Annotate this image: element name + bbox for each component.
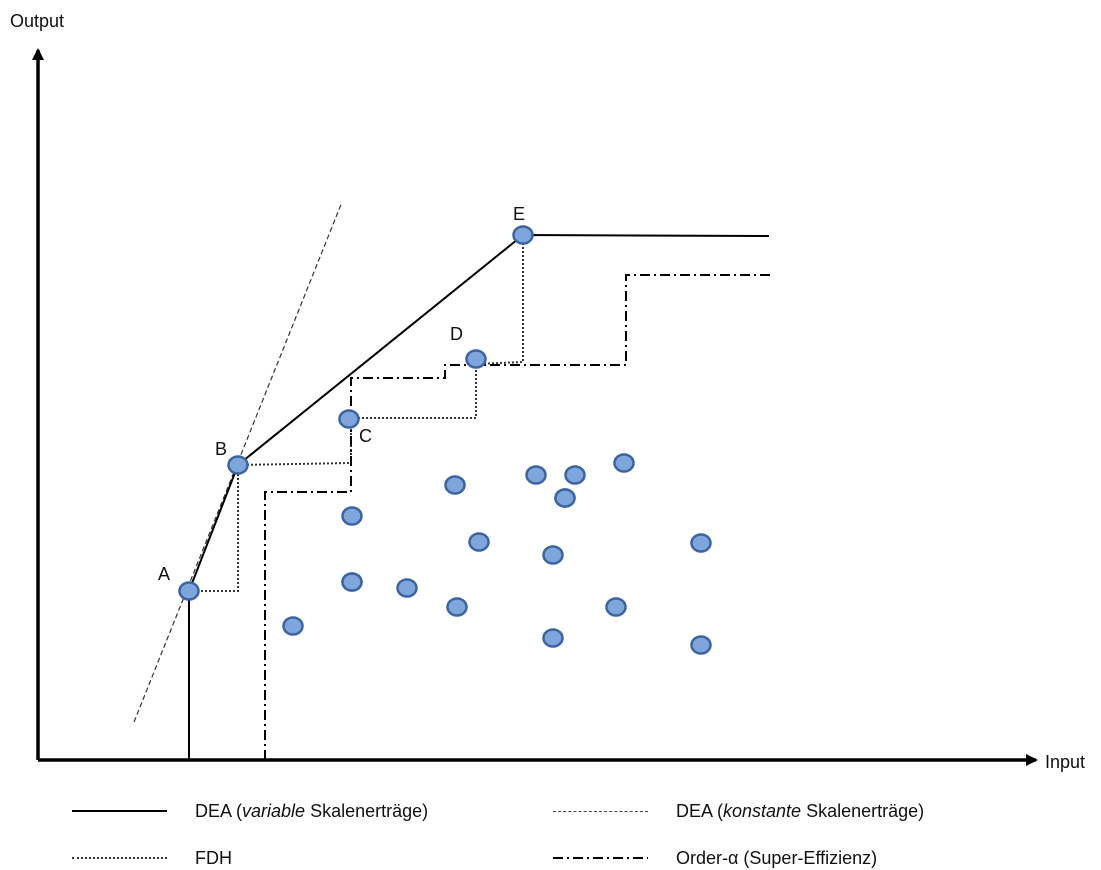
- legend-label-dea-crs: DEA (konstante Skalenerträge): [676, 800, 925, 821]
- legend-swatch-dashed: [553, 810, 648, 812]
- data-point: [444, 475, 466, 495]
- data-point: [341, 572, 363, 592]
- point-label-a: A: [158, 564, 170, 584]
- data-point: [613, 453, 635, 473]
- data-point: [690, 635, 712, 655]
- data-point: [554, 488, 576, 508]
- data-point-e: [512, 225, 534, 245]
- data-point-d: [465, 349, 487, 369]
- data-point: [542, 628, 564, 648]
- legend-item-dea-crs: DEA (konstante Skalenerträge): [553, 799, 924, 823]
- point-label-c: C: [359, 426, 372, 446]
- legend-item-dea-vrs: DEA (variable Skalenerträge): [72, 799, 428, 823]
- legend-label-dea-vrs: DEA (variable Skalenerträge): [195, 800, 429, 821]
- point-label-e: E: [513, 204, 525, 224]
- order-alpha-line: [264, 274, 773, 760]
- data-point: [564, 465, 586, 485]
- point-label-d: D: [450, 324, 463, 344]
- data-point-c: [338, 409, 360, 429]
- legend-label-order-alpha: Order-α (Super-Effizienz): [676, 847, 878, 868]
- data-point: [542, 545, 564, 565]
- data-point-a: [178, 581, 200, 601]
- data-point-b: [227, 455, 249, 475]
- data-point: [396, 578, 418, 598]
- data-point: [341, 506, 363, 526]
- data-point: [690, 533, 712, 553]
- data-point: [446, 597, 468, 617]
- legend-label-fdh: FDH: [195, 847, 232, 868]
- dea-vrs-line: [188, 233, 770, 760]
- legend-item-order-alpha: Order-α (Super-Effizienz): [553, 846, 877, 870]
- legend-swatch-dash-dot: [553, 857, 648, 859]
- legend-swatch-solid: [72, 810, 167, 812]
- point-label-b: B: [215, 439, 227, 459]
- y-axis-label: Output: [10, 11, 64, 31]
- data-point: [468, 532, 490, 552]
- legend-swatch-dotted: [72, 857, 167, 859]
- data-point: [525, 465, 547, 485]
- data-point: [282, 616, 304, 636]
- data-point: [605, 597, 627, 617]
- legend-item-fdh: FDH: [72, 846, 232, 870]
- points-layer: [178, 225, 712, 655]
- x-axis-label: Input: [1045, 752, 1085, 772]
